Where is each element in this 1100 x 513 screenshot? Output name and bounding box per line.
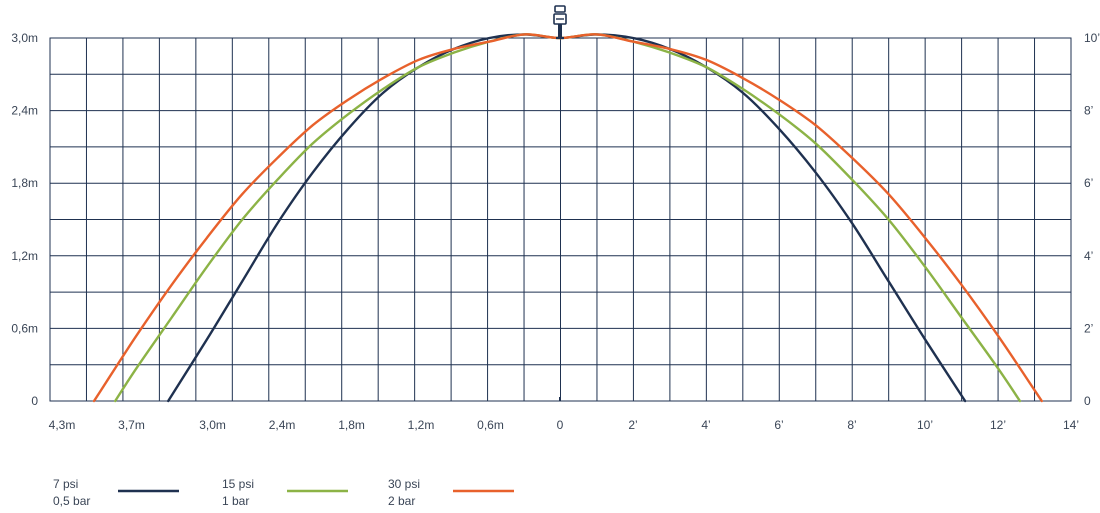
- legend: 7 psi 0,5 bar 15 psi 1 bar 30 psi 2 bar: [53, 477, 514, 508]
- x-tick-label-left: 0,6m: [477, 418, 504, 432]
- y-tick-label-right: 10’: [1084, 31, 1100, 45]
- x-tick-label-left: 1,2m: [408, 418, 435, 432]
- y-tick-label-left: 0: [31, 394, 38, 408]
- x-tick-label-right: 12’: [990, 418, 1006, 432]
- legend-item: 15 psi 1 bar: [222, 477, 348, 508]
- series-line-1: [167, 33, 967, 403]
- sprinkler-head-icon-top: [554, 5, 566, 13]
- y-tick-label-right: 0: [1084, 394, 1091, 408]
- x-tick-label-right: 14’: [1063, 418, 1079, 432]
- series-line-2: [114, 33, 1022, 403]
- y-tick-label-left: 3,0m: [11, 31, 38, 45]
- legend-label-line1: 7 psi: [53, 477, 78, 491]
- x-tick-label-left: 3,7m: [118, 418, 145, 432]
- x-tick-label-left: 1,8m: [338, 418, 365, 432]
- y-tick-label-right: 6’: [1084, 176, 1093, 190]
- y-tick-label-right: 2’: [1084, 321, 1093, 335]
- x-tick-label-left: 4,3m: [49, 418, 76, 432]
- series-lines: [92, 33, 1043, 403]
- legend-item: 30 psi 2 bar: [388, 477, 514, 508]
- legend-label-line1: 30 psi: [388, 477, 420, 491]
- y-tick-label-left: 1,8m: [11, 176, 38, 190]
- x-tick-label-right: 2’: [628, 418, 637, 432]
- y-tick-label-left: 2,4m: [11, 104, 38, 118]
- legend-label-line2: 0,5 bar: [53, 494, 90, 508]
- y-tick-label-right: 8’: [1084, 104, 1093, 118]
- legend-label-line2: 1 bar: [222, 494, 249, 508]
- legend-label-line1: 15 psi: [222, 477, 254, 491]
- x-tick-label-left: 0: [557, 418, 564, 432]
- grid: [49, 37, 1072, 402]
- x-tick-label-left: 3,0m: [199, 418, 226, 432]
- x-tick-label-right: 6’: [774, 418, 783, 432]
- legend-item: 7 psi 0,5 bar: [53, 477, 179, 508]
- y-tick-label-left: 0,6m: [11, 321, 38, 335]
- x-tick-label-right: 8’: [847, 418, 856, 432]
- y-tick-label-right: 4’: [1084, 249, 1093, 263]
- legend-label-line2: 2 bar: [388, 494, 415, 508]
- series-line-3: [92, 33, 1043, 403]
- x-tick-label-left: 2,4m: [269, 418, 296, 432]
- tick-labels: 4,3m 3,7m 3,0m 2,4m 1,8m 1,2m 0,6m 0 2’ 4’ 6’ 8’ 10’…: [11, 31, 1100, 432]
- sprinkler-head-icon: [553, 5, 567, 39]
- y-tick-label-left: 1,2m: [11, 249, 38, 263]
- sprinkler-head-icon-stem: [558, 24, 562, 38]
- x-tick-label-right: 4’: [701, 418, 710, 432]
- x-tick-label-right: 10’: [917, 418, 933, 432]
